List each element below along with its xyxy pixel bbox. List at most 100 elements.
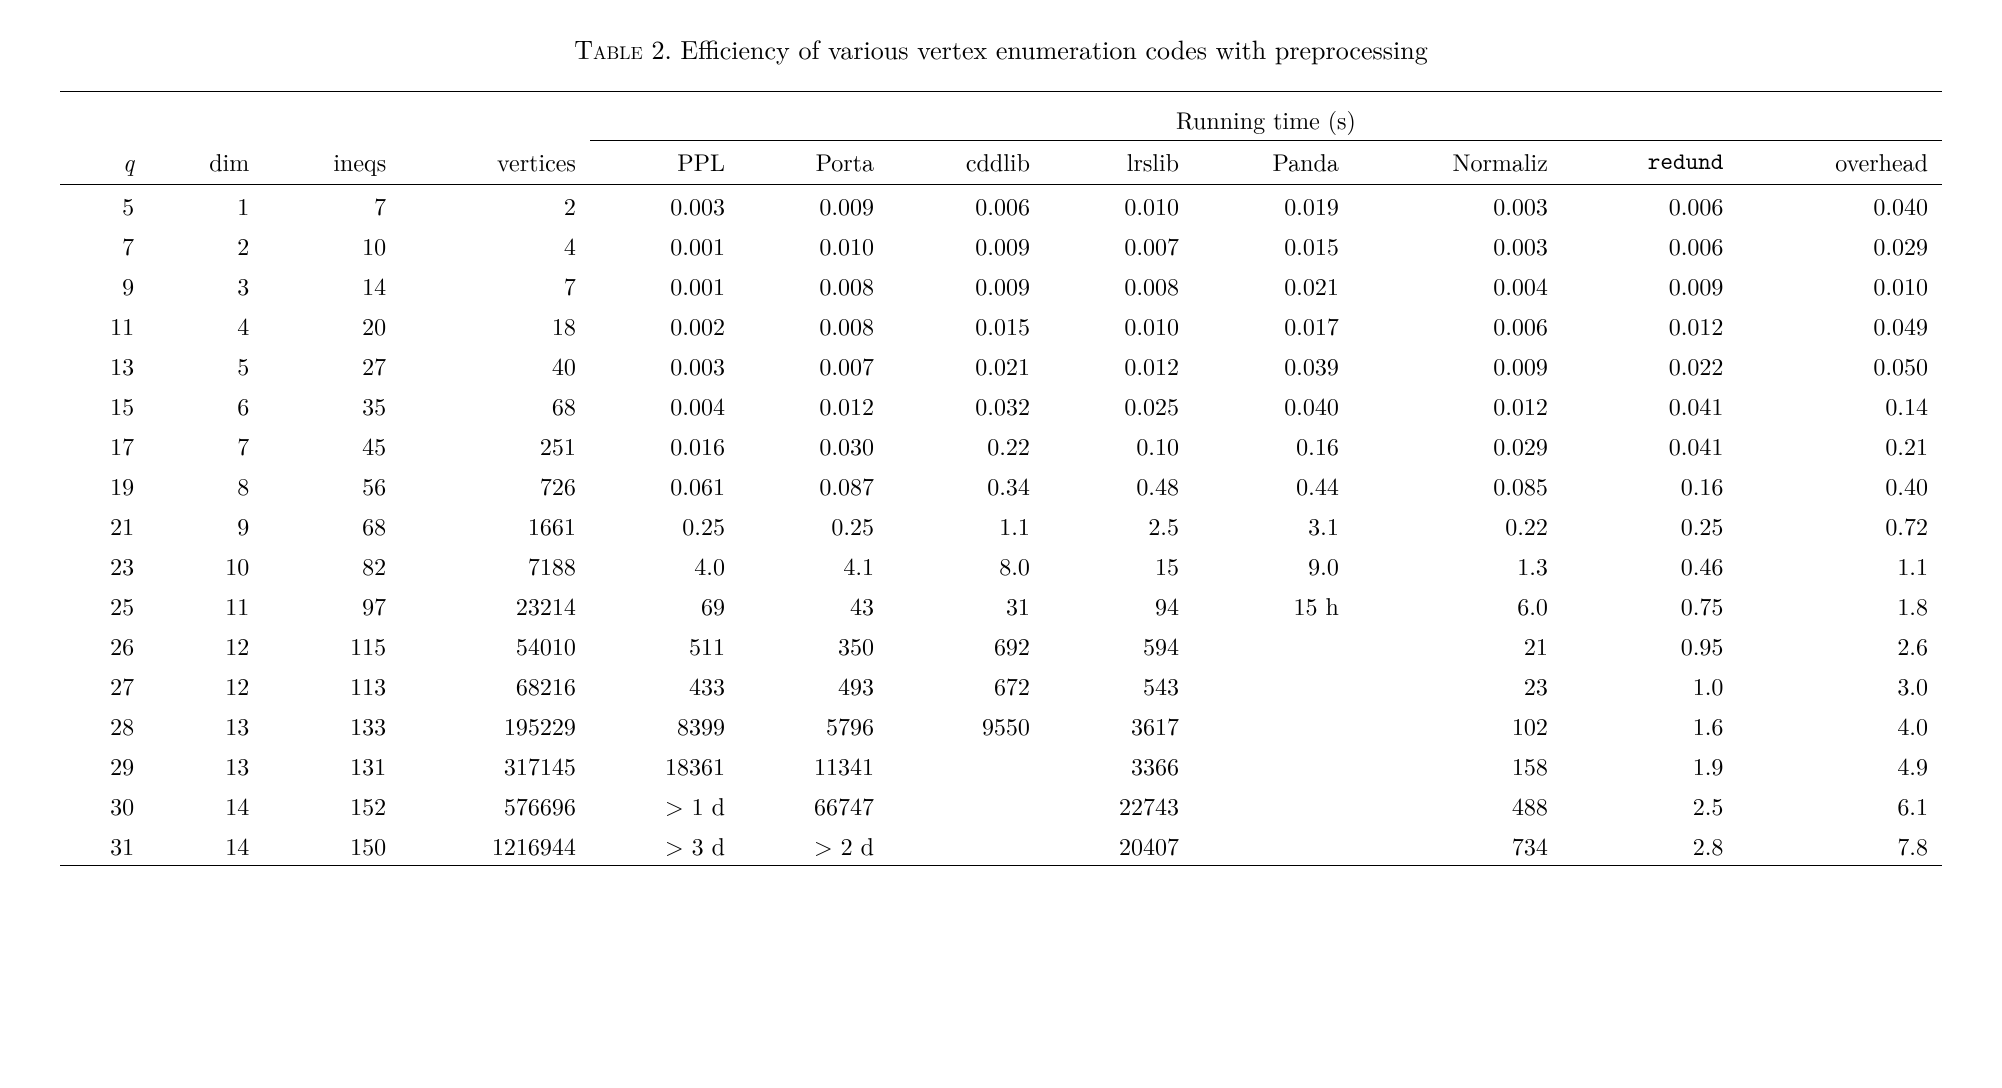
cell-q: 15 <box>60 385 148 425</box>
cell-overhead: 0.14 <box>1737 385 1942 425</box>
cell-redund: 1.6 <box>1562 705 1738 745</box>
cell-porta: 0.030 <box>739 425 888 465</box>
cell-ineqs: 14 <box>263 265 400 305</box>
cell-redund: 0.009 <box>1562 265 1738 305</box>
cell-dim: 3 <box>148 265 263 305</box>
cell-cddlib: 0.009 <box>888 265 1044 305</box>
cell-q: 27 <box>60 665 148 705</box>
cell-lrslib: 0.025 <box>1044 385 1193 425</box>
cell-q: 29 <box>60 745 148 785</box>
cell-overhead: 7.8 <box>1737 825 1942 866</box>
cell-vertices: 2 <box>400 185 590 226</box>
table-row: 2196816610.250.251.12.53.10.220.250.72 <box>60 505 1942 545</box>
cell-normaliz: 0.029 <box>1353 425 1562 465</box>
cell-panda: 3.1 <box>1193 505 1353 545</box>
cell-overhead: 6.1 <box>1737 785 1942 825</box>
cell-overhead: 0.029 <box>1737 225 1942 265</box>
cell-dim: 12 <box>148 625 263 665</box>
col-overhead: overhead <box>1737 141 1942 185</box>
cell-ineqs: 10 <box>263 225 400 265</box>
cell-lrslib: 0.010 <box>1044 185 1193 226</box>
cell-cddlib: 672 <box>888 665 1044 705</box>
cell-lrslib: 3366 <box>1044 745 1193 785</box>
cell-vertices: 317145 <box>400 745 590 785</box>
cell-ineqs: 68 <box>263 505 400 545</box>
col-dim: dim <box>148 141 263 185</box>
table-row: 271211368216433493672543231.03.0 <box>60 665 1942 705</box>
cell-porta: 0.012 <box>739 385 888 425</box>
cell-cddlib: 1.1 <box>888 505 1044 545</box>
table-row: 11420180.0020.0080.0150.0100.0170.0060.0… <box>60 305 1942 345</box>
cell-normaliz: 1.3 <box>1353 545 1562 585</box>
table-row: 251197232146943319415 h6.00.751.8 <box>60 585 1942 625</box>
cell-redund: 0.006 <box>1562 225 1738 265</box>
cell-dim: 10 <box>148 545 263 585</box>
cell-q: 25 <box>60 585 148 625</box>
cell-panda: 0.040 <box>1193 385 1353 425</box>
cell-dim: 14 <box>148 825 263 866</box>
cell-dim: 1 <box>148 185 263 226</box>
cell-vertices: 195229 <box>400 705 590 745</box>
cell-vertices: 726 <box>400 465 590 505</box>
cell-porta: 66747 <box>739 785 888 825</box>
cell-normaliz: 23 <box>1353 665 1562 705</box>
cell-redund: 0.75 <box>1562 585 1738 625</box>
cell-porta: 0.008 <box>739 265 888 305</box>
cell-porta: 4.1 <box>739 545 888 585</box>
cell-ppl: 0.061 <box>590 465 739 505</box>
cell-q: 9 <box>60 265 148 305</box>
cell-normaliz: 0.22 <box>1353 505 1562 545</box>
table-row: 3014152576696> 1 d66747227434882.56.1 <box>60 785 1942 825</box>
cell-ppl: 0.004 <box>590 385 739 425</box>
cell-porta: 0.007 <box>739 345 888 385</box>
cell-panda: 0.44 <box>1193 465 1353 505</box>
cell-ppl: 511 <box>590 625 739 665</box>
cell-dim: 7 <box>148 425 263 465</box>
running-time-header: Running time (s) <box>590 92 1942 141</box>
cell-redund: 0.25 <box>1562 505 1738 545</box>
table-row: 13527400.0030.0070.0210.0120.0390.0090.0… <box>60 345 1942 385</box>
cell-vertices: 7 <box>400 265 590 305</box>
cell-ineqs: 35 <box>263 385 400 425</box>
cell-ppl: 0.001 <box>590 265 739 305</box>
cell-cddlib: 31 <box>888 585 1044 625</box>
table-row: 51720.0030.0090.0060.0100.0190.0030.0060… <box>60 185 1942 226</box>
cell-ineqs: 97 <box>263 585 400 625</box>
cell-overhead: 0.049 <box>1737 305 1942 345</box>
cell-normaliz: 6.0 <box>1353 585 1562 625</box>
cell-ppl: 0.002 <box>590 305 739 345</box>
cell-lrslib: 594 <box>1044 625 1193 665</box>
col-lrslib: lrslib <box>1044 141 1193 185</box>
cell-panda <box>1193 705 1353 745</box>
cell-ineqs: 131 <box>263 745 400 785</box>
cell-cddlib: 8.0 <box>888 545 1044 585</box>
cell-cddlib <box>888 785 1044 825</box>
col-panda: Panda <box>1193 141 1353 185</box>
col-porta: Porta <box>739 141 888 185</box>
cell-dim: 4 <box>148 305 263 345</box>
cell-vertices: 18 <box>400 305 590 345</box>
cell-panda <box>1193 745 1353 785</box>
cell-normaliz: 0.003 <box>1353 225 1562 265</box>
cell-vertices: 251 <box>400 425 590 465</box>
cell-ppl: 18361 <box>590 745 739 785</box>
cell-ppl: 69 <box>590 585 739 625</box>
cell-normaliz: 488 <box>1353 785 1562 825</box>
cell-q: 21 <box>60 505 148 545</box>
cell-cddlib: 0.34 <box>888 465 1044 505</box>
caption-text: Efficiency of various vertex enumeration… <box>680 30 1427 67</box>
cell-porta: 0.25 <box>739 505 888 545</box>
table-row: 23108271884.04.18.0159.01.30.461.1 <box>60 545 1942 585</box>
cell-panda: 15 h <box>1193 585 1353 625</box>
cell-ppl: 0.003 <box>590 345 739 385</box>
cell-dim: 5 <box>148 345 263 385</box>
table-body: 51720.0030.0090.0060.0100.0190.0030.0060… <box>60 185 1942 866</box>
cell-ppl: 0.25 <box>590 505 739 545</box>
cell-lrslib: 0.48 <box>1044 465 1193 505</box>
cell-cddlib: 692 <box>888 625 1044 665</box>
cell-q: 26 <box>60 625 148 665</box>
cell-panda <box>1193 825 1353 866</box>
cell-panda: 0.16 <box>1193 425 1353 465</box>
cell-overhead: 0.21 <box>1737 425 1942 465</box>
col-ineqs: ineqs <box>263 141 400 185</box>
